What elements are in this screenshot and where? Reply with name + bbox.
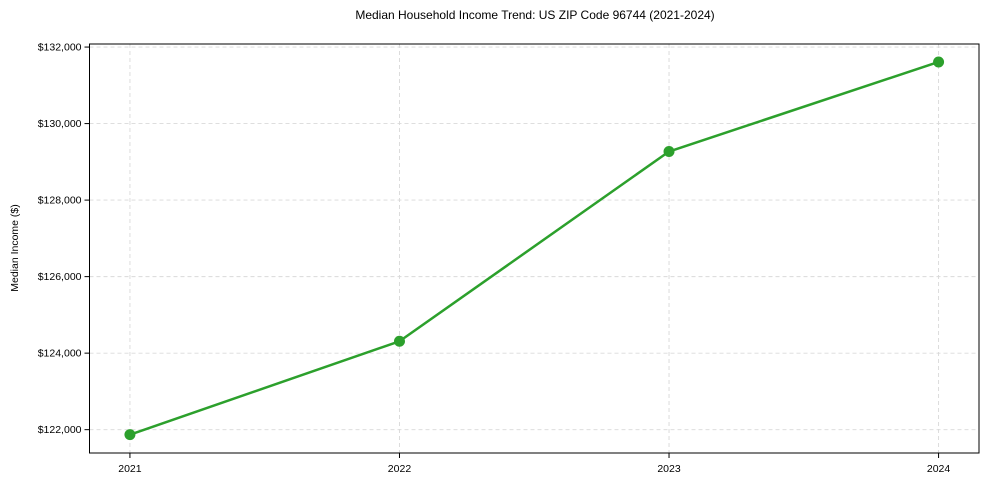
- x-tick-label: 2023: [657, 463, 681, 475]
- y-tick-label: $130,000: [38, 118, 82, 130]
- y-tick-label: $126,000: [38, 271, 82, 283]
- data-point-2022: [393, 335, 405, 347]
- y-tick-label: $122,000: [38, 424, 82, 436]
- plot-border: [89, 43, 980, 454]
- data-point-2023: [663, 146, 675, 158]
- y-tick-label: $124,000: [38, 348, 82, 360]
- data-point-2021: [124, 429, 136, 441]
- trend-line: [128, 60, 940, 436]
- y-axis-label: Median Income ($): [9, 204, 21, 292]
- y-tick-label: $132,000: [38, 42, 82, 54]
- y-tick-label: $128,000: [38, 195, 82, 207]
- x-tick-label: 2024: [927, 463, 951, 475]
- data-point-2024: [933, 56, 945, 68]
- chart-title: Median Household Income Trend: US ZIP Co…: [355, 8, 715, 22]
- x-tick-label: 2022: [388, 463, 412, 475]
- x-tick-label: 2021: [118, 463, 142, 475]
